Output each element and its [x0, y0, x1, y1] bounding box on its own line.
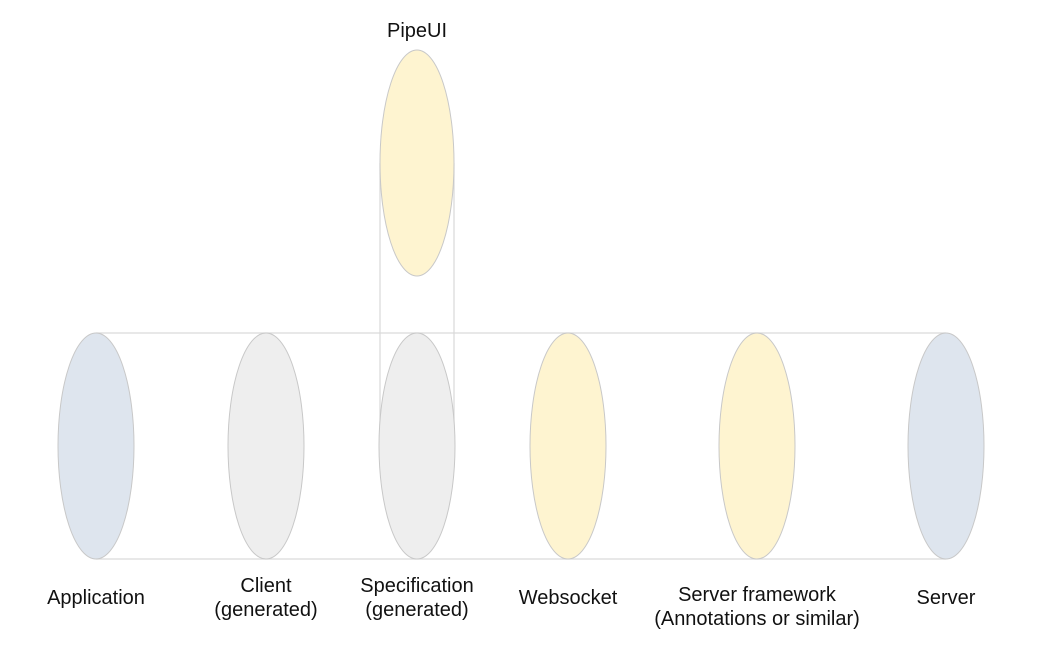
client-node [227, 332, 305, 560]
client-label: Client (generated) [186, 574, 346, 622]
specification-node [378, 332, 456, 560]
specification-label-line-1: Specification [360, 575, 474, 597]
server-framework-label: Server framework (Annotations or similar… [637, 583, 877, 631]
pipeui-label: PipeUI [386, 20, 448, 42]
pipeui-node [379, 49, 455, 277]
application-label-line-1: Application [47, 587, 145, 609]
server-label: Server [886, 586, 1006, 610]
websocket-node [529, 332, 607, 560]
websocket-label-line-1: Websocket [518, 587, 618, 609]
server-label-line-1: Server [916, 587, 976, 609]
client-label-line-1: Client [240, 575, 292, 597]
server-framework-label-line-2: (Annotations or similar) [654, 608, 860, 630]
specification-label-line-2: (generated) [365, 599, 469, 621]
application-label: Application [16, 586, 176, 610]
application-node [57, 332, 135, 560]
specification-label: Specification (generated) [337, 574, 497, 622]
server-framework-label-line-1: Server framework [678, 584, 836, 606]
server-framework-node [718, 332, 796, 560]
client-label-line-2: (generated) [214, 599, 318, 621]
server-node [907, 332, 985, 560]
websocket-label: Websocket [488, 586, 648, 610]
